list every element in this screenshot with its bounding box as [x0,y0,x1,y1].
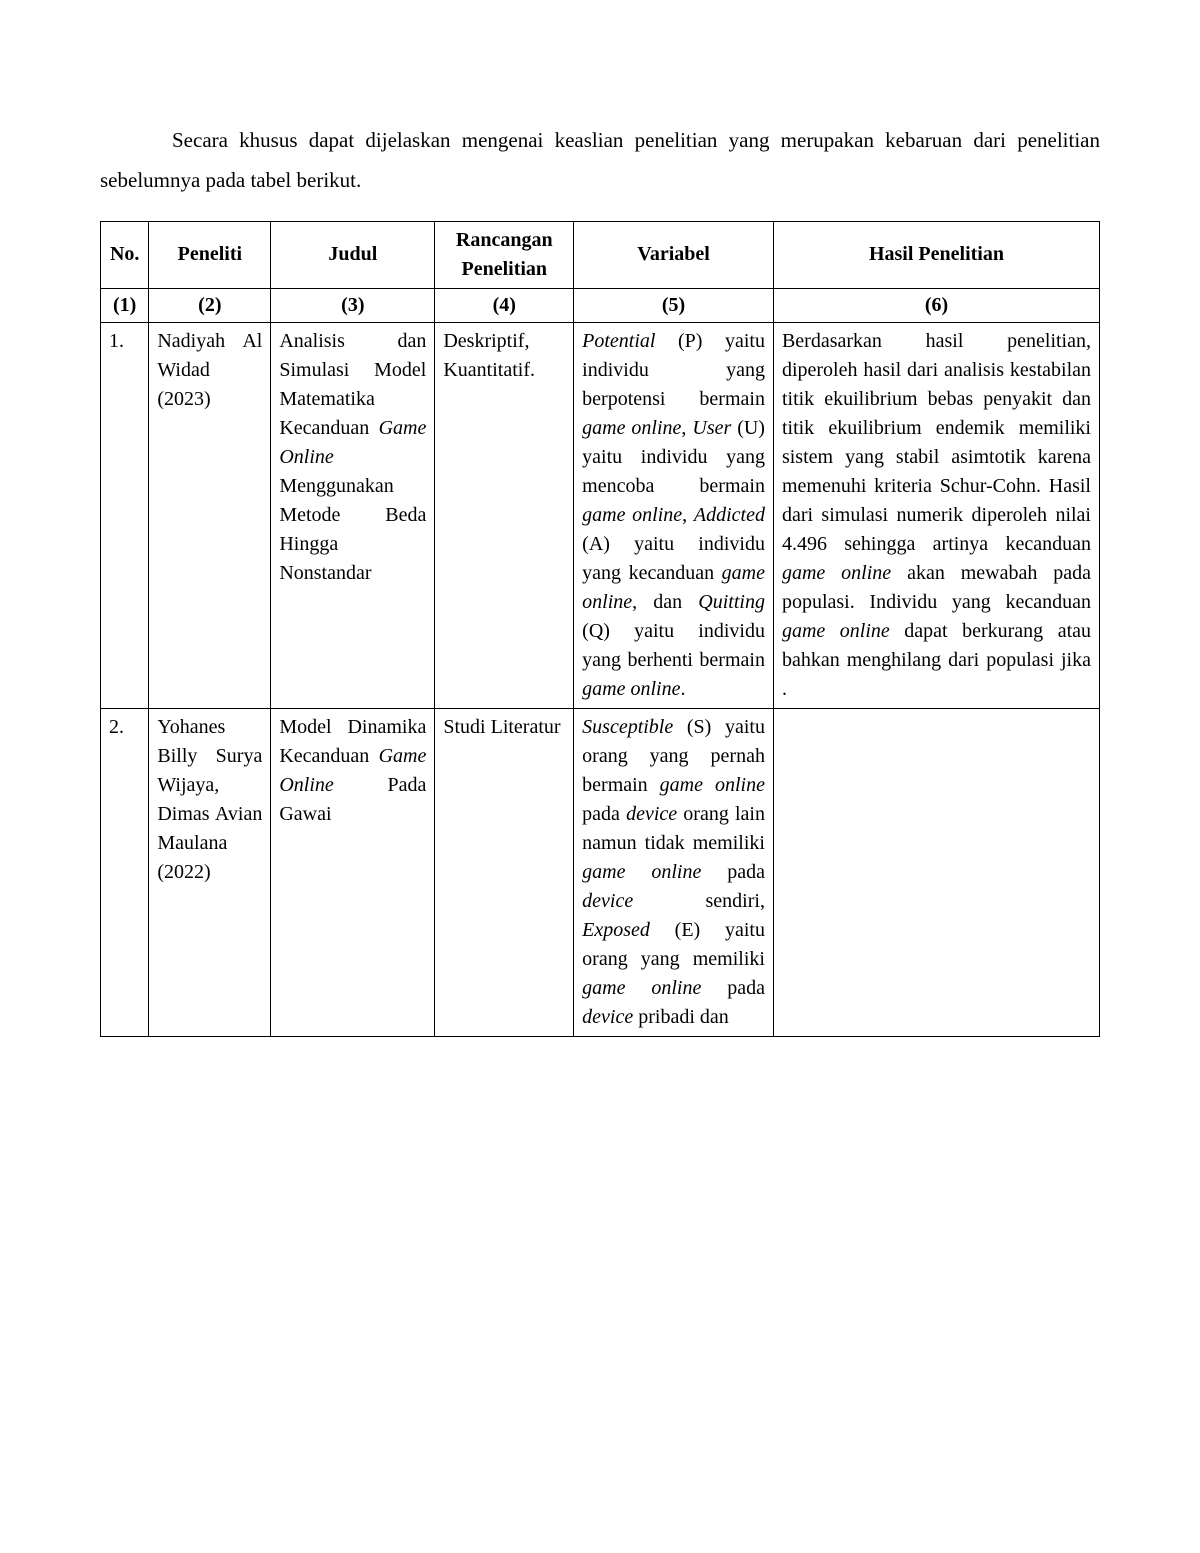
header-judul: Judul [271,221,435,288]
cell-variabel: Potential (P) yaitu individu yang berpot… [574,322,774,708]
intro-text: Secara khusus dapat dijelaskan mengenai … [100,128,1100,192]
table-header-row: No. Peneliti Judul Rancangan Penelitian … [101,221,1100,288]
numcell-2: (2) [149,288,271,322]
header-no: No. [101,221,149,288]
cell-judul: Analisis dan Simulasi Model Matematika K… [271,322,435,708]
cell-hasil [773,708,1099,1036]
cell-peneliti: Nadiyah Al Widad (2023) [149,322,271,708]
cell-rancangan: Studi Literatur [435,708,574,1036]
numcell-5: (5) [574,288,774,322]
table-row: 2. Yohanes Billy Surya Wijaya, Dimas Avi… [101,708,1100,1036]
cell-variabel: Susceptible (S) yaitu orang yang pernah … [574,708,774,1036]
page: Secara khusus dapat dijelaskan mengenai … [0,0,1200,1553]
header-hasil: Hasil Penelitian [773,221,1099,288]
table-number-row: (1) (2) (3) (4) (5) (6) [101,288,1100,322]
numcell-4: (4) [435,288,574,322]
cell-hasil: Berdasarkan hasil penelitian, diperoleh … [773,322,1099,708]
cell-no: 2. [101,708,149,1036]
numcell-3: (3) [271,288,435,322]
numcell-6: (6) [773,288,1099,322]
cell-judul: Model Dinamika Kecanduan Game Online Pad… [271,708,435,1036]
cell-peneliti: Yohanes Billy Surya Wijaya, Dimas Avian … [149,708,271,1036]
cell-no: 1. [101,322,149,708]
header-rancangan: Rancangan Penelitian [435,221,574,288]
table-row: 1. Nadiyah Al Widad (2023) Analisis dan … [101,322,1100,708]
numcell-1: (1) [101,288,149,322]
cell-rancangan: Deskriptif, Kuantitatif. [435,322,574,708]
intro-paragraph: Secara khusus dapat dijelaskan mengenai … [100,121,1100,201]
research-table: No. Peneliti Judul Rancangan Penelitian … [100,221,1100,1037]
header-variabel: Variabel [574,221,774,288]
header-peneliti: Peneliti [149,221,271,288]
